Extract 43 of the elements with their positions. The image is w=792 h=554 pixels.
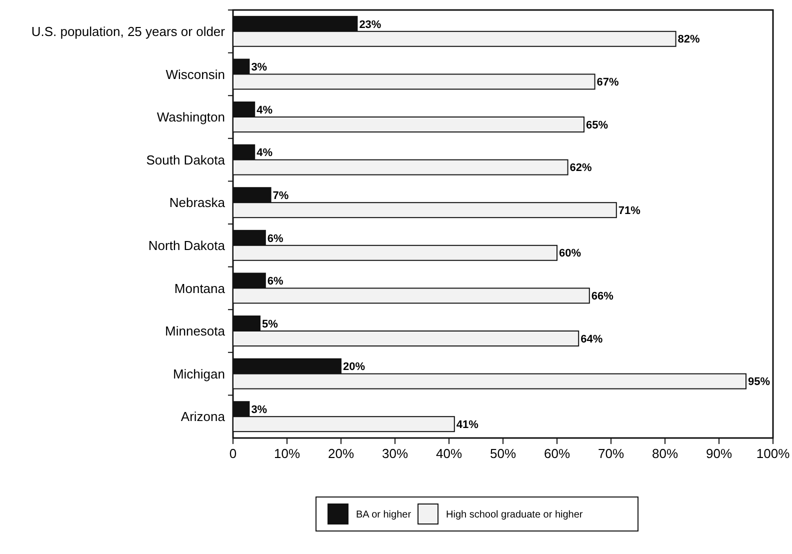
- data-label: 67%: [596, 76, 620, 89]
- y-tick-label: Michigan: [172, 366, 225, 382]
- y-tick-label: Minnesota: [165, 324, 226, 339]
- data-label: 66%: [591, 290, 614, 303]
- x-tick-label: 50%: [490, 446, 516, 461]
- y-tick-label: Wisconsin: [166, 66, 225, 82]
- data-label: 3%: [251, 62, 268, 74]
- x-tick-label: 30%: [382, 446, 408, 461]
- data-label: 71%: [618, 204, 641, 217]
- x-tick-label: 40%: [436, 446, 462, 461]
- y-tick-label: U.S. population, 25 years or older: [31, 24, 226, 39]
- data-label: 4%: [256, 104, 273, 116]
- x-tick-label: 10%: [274, 446, 300, 461]
- y-tick-label: North Dakota: [148, 238, 226, 253]
- data-label: 5%: [262, 318, 278, 330]
- x-tick-label: 70%: [598, 446, 624, 461]
- data-label: 20%: [343, 361, 366, 374]
- data-label: 62%: [570, 162, 592, 174]
- data-label: 41%: [456, 418, 479, 431]
- data-label: 65%: [586, 119, 608, 132]
- x-tick-label: 80%: [652, 446, 678, 461]
- y-tick-label: Arizona: [180, 409, 226, 424]
- x-tick-label: 20%: [328, 446, 354, 461]
- legend-label: High school graduate or higher: [446, 510, 584, 520]
- data-label: 6%: [267, 232, 284, 245]
- data-label: 95%: [748, 376, 770, 388]
- data-label: 7%: [272, 190, 289, 202]
- y-tick-label: Nebraska: [169, 195, 226, 210]
- x-tick-label: 90%: [706, 446, 732, 461]
- data-label: 82%: [678, 34, 700, 46]
- y-tick-label: Washington: [156, 110, 225, 125]
- legend-label: BA or higher: [356, 510, 412, 520]
- data-label: 23%: [359, 18, 382, 31]
- data-label: 64%: [580, 333, 603, 346]
- data-label: 60%: [559, 248, 582, 260]
- x-tick-label: 0: [229, 446, 237, 461]
- data-label: 6%: [267, 276, 284, 288]
- data-label: 4%: [256, 147, 273, 160]
- x-tick-label: 60%: [544, 446, 570, 461]
- data-label: 3%: [251, 404, 268, 416]
- y-tick-label: South Dakota: [146, 152, 226, 168]
- x-tick-label: 100%: [756, 446, 790, 461]
- y-tick-label: Montana: [174, 280, 226, 296]
